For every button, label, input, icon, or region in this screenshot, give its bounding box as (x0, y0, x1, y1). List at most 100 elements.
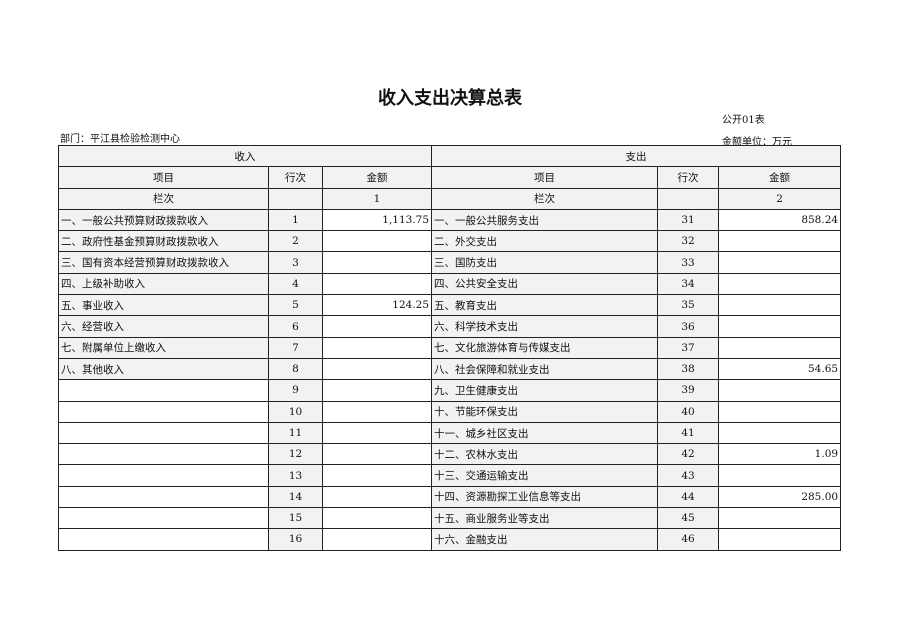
page-title: 收入支出决算总表 (378, 88, 522, 109)
expense-column-index: 2 (718, 187, 842, 210)
expense-item: 十一、城乡社区支出 (431, 421, 659, 445)
income-row-no: 15 (268, 507, 323, 530)
income-column-index-blank (268, 187, 323, 210)
expense-amount: 858.24 (718, 208, 842, 232)
income-row-no: 7 (268, 336, 323, 359)
expense-item: 十、节能环保支出 (431, 400, 659, 423)
expense-row-no: 46 (657, 528, 720, 551)
expense-item-header: 项目 (431, 166, 659, 189)
expense-amount (718, 400, 842, 423)
income-item: 一、一般公共预算财政拨款收入 (58, 208, 269, 232)
table-row: 三、国有资本经营预算财政拨款收入 3 三、国防支出 33 (58, 251, 842, 274)
expense-amount (718, 336, 842, 359)
expense-amount (718, 528, 842, 551)
table-row: 五、事业收入 5 124.25 五、教育支出 35 (58, 294, 842, 317)
income-amount (321, 272, 433, 296)
expense-row-no: 35 (657, 294, 720, 317)
income-item: 五、事业收入 (58, 294, 269, 317)
expense-amount: 285.00 (718, 485, 842, 509)
expense-amount-header: 金额 (718, 166, 842, 189)
expense-amount (718, 315, 842, 338)
expense-row-no: 39 (657, 379, 720, 402)
income-item (58, 507, 269, 530)
income-row-no: 5 (268, 294, 323, 317)
income-row-no: 13 (268, 464, 323, 487)
income-row-no: 11 (268, 421, 323, 445)
expense-row-no: 32 (657, 230, 720, 253)
expense-row-no: 40 (657, 400, 720, 423)
expense-column-index-label: 栏次 (431, 187, 659, 210)
income-amount (321, 443, 433, 466)
expense-item: 十三、交通运输支出 (431, 464, 659, 487)
income-amount (321, 315, 433, 338)
income-row-no: 9 (268, 379, 323, 402)
income-amount (321, 421, 433, 445)
table-row: 15 十五、商业服务业等支出 45 (58, 507, 842, 530)
expense-item: 四、公共安全支出 (431, 272, 659, 296)
income-amount (321, 379, 433, 402)
income-row-no: 10 (268, 400, 323, 423)
expense-item: 二、外交支出 (431, 230, 659, 253)
expense-item: 九、卫生健康支出 (431, 379, 659, 402)
expense-row-no: 34 (657, 272, 720, 296)
expense-item: 十六、金融支出 (431, 528, 659, 551)
income-row-no: 1 (268, 208, 323, 232)
income-row-no: 12 (268, 443, 323, 466)
expense-row-no: 43 (657, 464, 720, 487)
expense-amount (718, 421, 842, 445)
expense-amount: 54.65 (718, 357, 842, 381)
income-row-no: 4 (268, 272, 323, 296)
expense-amount (718, 272, 842, 296)
expense-item: 五、教育支出 (431, 294, 659, 317)
income-amount (321, 464, 433, 487)
expense-item: 一、一般公共服务支出 (431, 208, 659, 232)
income-row-no: 8 (268, 357, 323, 381)
income-item-header: 项目 (58, 166, 269, 189)
income-item (58, 400, 269, 423)
expense-item: 十四、资源勘探工业信息等支出 (431, 485, 659, 509)
expense-row-no: 42 (657, 443, 720, 466)
income-item (58, 528, 269, 551)
income-item (58, 464, 269, 487)
expense-column-index-blank (657, 187, 720, 210)
income-item (58, 485, 269, 509)
amount-unit: 金额单位：万元 (722, 137, 792, 148)
table-row: 11 十一、城乡社区支出 41 (58, 421, 842, 445)
income-row-no: 3 (268, 251, 323, 274)
expense-amount (718, 464, 842, 487)
table-row: 14 十四、资源勘探工业信息等支出 44 285.00 (58, 485, 842, 509)
table-row: 10 十、节能环保支出 40 (58, 400, 842, 423)
expense-header: 支出 (431, 144, 842, 168)
income-column-index-label: 栏次 (58, 187, 269, 210)
expense-item: 十二、农林水支出 (431, 443, 659, 466)
expense-amount: 1.09 (718, 443, 842, 466)
income-row-no: 6 (268, 315, 323, 338)
table-row: 七、附属单位上缴收入 7 七、文化旅游体育与传媒支出 37 (58, 336, 842, 359)
income-column-index: 1 (321, 187, 433, 210)
expense-item: 六、科学技术支出 (431, 315, 659, 338)
income-expense-table: 收入 支出 项目 行次 金额 项目 行次 金额 栏次 1 栏次 2 一、一般公共… (57, 144, 842, 551)
income-amount (321, 507, 433, 530)
expense-amount (718, 507, 842, 530)
income-amount (321, 357, 433, 381)
expense-row-no: 45 (657, 507, 720, 530)
table-row: 一、一般公共预算财政拨款收入 1 1,113.75 一、一般公共服务支出 31 858.2… (58, 208, 842, 232)
income-amount (321, 230, 433, 253)
form-code: 公开01表 (722, 115, 765, 126)
income-amount (321, 336, 433, 359)
income-item: 六、经营收入 (58, 315, 269, 338)
table-row: 9 九、卫生健康支出 39 (58, 379, 842, 402)
table-row: 六、经营收入 6 六、科学技术支出 36 (58, 315, 842, 338)
expense-amount (718, 251, 842, 274)
expense-item: 三、国防支出 (431, 251, 659, 274)
income-amount-header: 金额 (321, 166, 433, 189)
expense-row-no: 41 (657, 421, 720, 445)
expense-row-no: 38 (657, 357, 720, 381)
table-row: 二、政府性基金预算财政拨款收入 2 二、外交支出 32 (58, 230, 842, 253)
expense-amount (718, 379, 842, 402)
expense-amount (718, 294, 842, 317)
expense-row-no: 36 (657, 315, 720, 338)
income-header: 收入 (57, 144, 433, 168)
income-item: 七、附属单位上缴收入 (58, 336, 269, 359)
income-item (58, 421, 269, 445)
